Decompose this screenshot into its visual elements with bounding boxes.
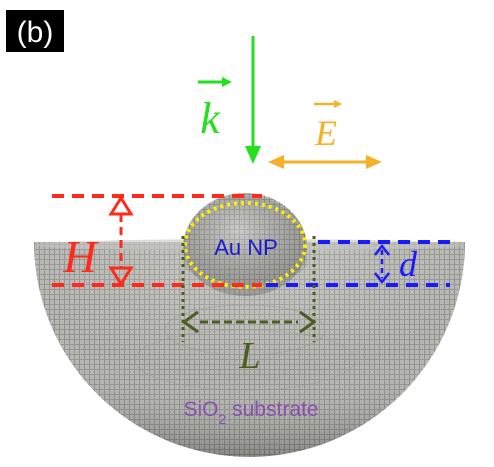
wavevector-label: k xyxy=(200,94,221,143)
nanoparticle-label: Au NP xyxy=(214,235,278,260)
depth-label: d xyxy=(399,244,418,284)
substrate-label-subscript: 2 xyxy=(219,411,227,427)
length-label: L xyxy=(238,335,260,377)
gold-nanoparticle: Au NP xyxy=(183,193,307,296)
substrate-label: SiO2 substrate xyxy=(183,398,318,427)
depth-dimension: d xyxy=(266,240,450,287)
substrate-label-prefix: SiO xyxy=(183,398,218,421)
height-dimension: H xyxy=(52,194,262,287)
height-label: H xyxy=(62,231,99,282)
panel-label-text: (b) xyxy=(17,16,54,49)
field-arrow: E xyxy=(268,100,382,169)
substrate xyxy=(34,239,465,457)
field-label: E xyxy=(314,113,337,153)
substrate-label-suffix: substrate xyxy=(226,398,318,421)
panel-label: (b) xyxy=(6,10,64,52)
length-dimension: L xyxy=(181,236,317,377)
wavevector-arrow: k xyxy=(198,36,261,164)
nanoparticle-outline xyxy=(183,201,307,289)
